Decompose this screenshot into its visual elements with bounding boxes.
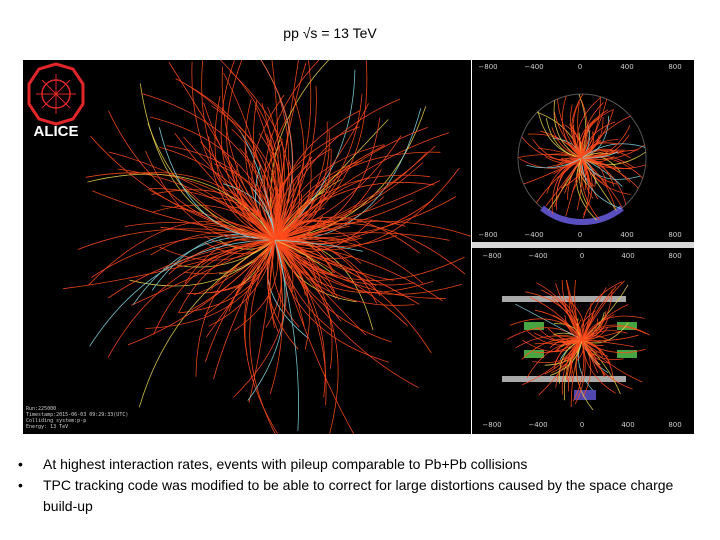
bullet-item: • TPC tracking code was modified to be a… <box>18 475 698 517</box>
event-display-side: −800 −400 0 400 800 −800 −400 0 400 800 … <box>472 60 694 434</box>
bullet-text: At highest interaction rates, events wit… <box>43 456 528 472</box>
run-info-line: Run:225000 <box>26 406 57 412</box>
run-info-line: Colliding system:p-p <box>26 418 87 424</box>
axis-tick: 400 <box>620 231 634 239</box>
axis-tick: 800 <box>668 252 682 260</box>
slide-title: pp √s = 13 TeV <box>283 25 377 41</box>
axis-tick: −800 <box>478 63 498 71</box>
axis-tick: −800 <box>482 252 502 260</box>
bullet-dot-icon: • <box>18 456 23 472</box>
alice-logo: ALICE <box>27 62 85 138</box>
axis-tick: 800 <box>668 231 682 239</box>
detector-module <box>540 205 624 225</box>
axis-row-side-view-upper: −800 −400 0 400 800 <box>472 251 694 261</box>
bullet-list: • At highest interaction rates, events w… <box>18 454 698 517</box>
bullet-text: TPC tracking code was modified to be abl… <box>43 477 674 514</box>
axis-tick: −400 <box>524 231 544 239</box>
axis-tick: 800 <box>668 63 682 71</box>
detector-block <box>574 390 596 400</box>
bullet-item: • At highest interaction rates, events w… <box>18 454 698 475</box>
particle-tracks <box>63 60 471 434</box>
detector-block <box>524 350 544 358</box>
bullet-dot-icon: • <box>18 477 23 493</box>
particle-tracks <box>518 94 646 222</box>
axis-row-top-view-lower: −800 −400 0 400 800 <box>472 230 694 240</box>
panel-divider <box>472 242 694 248</box>
axis-tick: −400 <box>524 63 544 71</box>
axis-row-top-view-upper: −800 −400 0 400 800 <box>472 62 694 72</box>
axis-tick: 0 <box>577 231 583 239</box>
axis-tick: 0 <box>579 421 585 429</box>
axis-tick: 0 <box>577 63 583 71</box>
particle-tracks <box>507 280 650 410</box>
axis-row-side-view-lower: −800 −400 0 400 800 <box>472 420 694 430</box>
axis-tick: 0 <box>579 252 585 260</box>
event-display-main: ALICE Run:225000 Timestamp:2015-06-03 09… <box>23 60 471 434</box>
axis-tick: 400 <box>620 63 634 71</box>
axis-tick: 400 <box>621 421 635 429</box>
run-info-line: Timestamp:2015-06-03 09:29:33(UTC) <box>26 412 129 418</box>
alice-logo-text: ALICE <box>34 123 79 138</box>
run-info: Run:225000 Timestamp:2015-06-03 09:29:33… <box>26 406 128 430</box>
side-view-svg <box>472 93 694 410</box>
run-info-line: Energy: 13 TeV <box>26 424 69 430</box>
axis-tick: 800 <box>668 421 682 429</box>
detector-block <box>524 322 544 330</box>
track-display-svg <box>63 60 471 434</box>
axis-tick: −400 <box>528 421 548 429</box>
axis-tick: −800 <box>482 421 502 429</box>
axis-tick: 400 <box>621 252 635 260</box>
axis-tick: −400 <box>528 252 548 260</box>
detector-block <box>502 376 626 382</box>
detector-block <box>617 350 637 358</box>
axis-tick: −800 <box>478 231 498 239</box>
